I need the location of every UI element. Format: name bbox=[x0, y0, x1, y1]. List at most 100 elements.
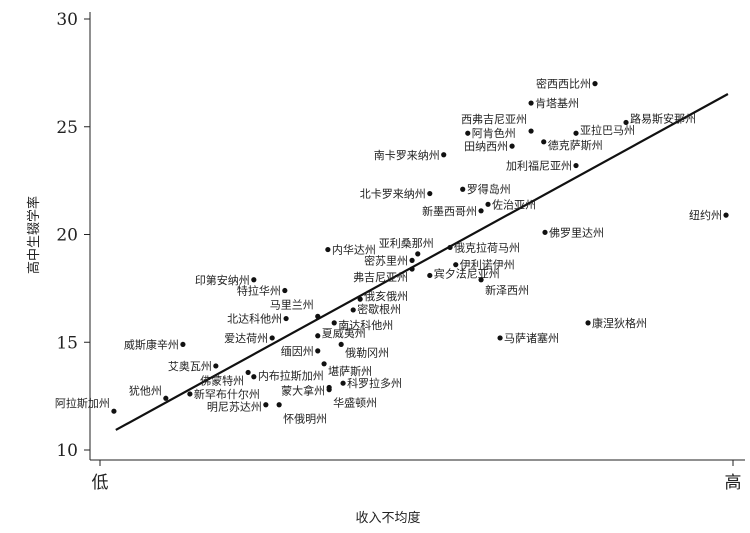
point-label: 明尼苏达州 bbox=[207, 401, 262, 414]
data-point bbox=[269, 335, 275, 341]
data-point bbox=[528, 100, 534, 106]
data-point bbox=[213, 363, 219, 369]
point-label: 特拉华州 bbox=[237, 284, 281, 298]
data-point bbox=[187, 391, 193, 397]
point-label: 肯塔基州 bbox=[535, 97, 579, 110]
data-point bbox=[338, 341, 344, 348]
point-label: 路易斯安那州 bbox=[630, 111, 696, 125]
data-point bbox=[723, 212, 729, 218]
data-point bbox=[350, 307, 356, 313]
point-label: 加利福尼亚州 bbox=[506, 159, 572, 173]
data-point bbox=[542, 229, 548, 235]
data-point bbox=[592, 81, 598, 87]
y-tick-label: 20 bbox=[56, 226, 78, 246]
data-point bbox=[357, 296, 363, 302]
point-label: 西弗吉尼亚州 bbox=[461, 112, 527, 126]
data-point bbox=[528, 128, 534, 134]
point-label: 新墨西哥州 bbox=[422, 204, 477, 218]
data-point bbox=[283, 315, 289, 322]
data-point bbox=[497, 335, 503, 341]
data-point bbox=[585, 320, 591, 326]
data-point bbox=[509, 143, 515, 149]
data-point bbox=[485, 201, 491, 207]
point-label: 密西西比州 bbox=[536, 77, 591, 91]
point-label: 爱达荷州 bbox=[224, 332, 268, 345]
point-label: 南达科他州 bbox=[338, 318, 393, 332]
point-label: 佐治亚州 bbox=[492, 197, 536, 211]
data-point bbox=[315, 333, 321, 339]
point-label: 蒙大拿州 bbox=[281, 384, 325, 398]
regression-line bbox=[115, 93, 729, 431]
data-point bbox=[163, 395, 169, 401]
data-point bbox=[276, 402, 282, 408]
point-label: 夏威夷州 bbox=[322, 327, 366, 340]
point-label: 艾奥瓦州 bbox=[168, 359, 212, 373]
point-label: 犹他州 bbox=[129, 384, 162, 397]
data-point bbox=[478, 208, 484, 214]
data-point bbox=[427, 272, 433, 279]
data-point bbox=[331, 320, 337, 326]
data-point bbox=[409, 257, 415, 263]
point-label: 德克萨斯州 bbox=[548, 138, 603, 152]
data-point bbox=[315, 313, 321, 319]
point-label: 罗得岛州 bbox=[467, 182, 511, 196]
point-label: 阿肯色州 bbox=[472, 126, 516, 140]
point-label: 新泽西州 bbox=[485, 283, 529, 297]
point-label: 北卡罗来纳州 bbox=[360, 188, 426, 201]
data-point bbox=[441, 152, 447, 158]
y-tick-label: 15 bbox=[56, 333, 78, 353]
point-label: 内布拉斯加州 bbox=[258, 369, 324, 383]
x-tick-low: 低 bbox=[92, 473, 109, 493]
data-point bbox=[326, 387, 332, 393]
point-label: 佛蒙特州 bbox=[200, 373, 244, 387]
point-label: 俄亥俄州 bbox=[364, 289, 408, 303]
y-tick-label: 25 bbox=[56, 118, 78, 138]
point-label: 伊利诺伊州 bbox=[460, 259, 515, 272]
data-point bbox=[460, 186, 466, 192]
data-point bbox=[263, 402, 269, 408]
point-label: 密歇根州 bbox=[357, 302, 401, 316]
data-point bbox=[415, 251, 421, 257]
point-label: 康涅狄格州 bbox=[592, 316, 647, 330]
data-point bbox=[541, 139, 547, 145]
point-label: 俄克拉荷马州 bbox=[454, 240, 520, 254]
point-label: 佛罗里达州 bbox=[549, 226, 604, 239]
point-label: 科罗拉多州 bbox=[347, 376, 402, 390]
y-axis-label: 高中生辍学率 bbox=[26, 196, 42, 274]
point-label: 新罕布什尔州 bbox=[194, 387, 260, 401]
point-label: 密苏里州 bbox=[364, 253, 408, 267]
data-point bbox=[427, 190, 433, 197]
data-point bbox=[573, 162, 579, 169]
data-point bbox=[321, 361, 327, 367]
point-label: 北达科他州 bbox=[227, 312, 282, 326]
point-label: 田纳西州 bbox=[464, 140, 508, 153]
data-point bbox=[315, 348, 321, 354]
point-label: 亚利桑那州 bbox=[379, 237, 434, 250]
data-point bbox=[180, 341, 186, 348]
data-point bbox=[447, 244, 453, 251]
point-label: 宾夕法尼亚州 bbox=[434, 266, 500, 280]
y-tick-label: 30 bbox=[56, 10, 78, 30]
x-axis-label: 收入不均度 bbox=[355, 510, 420, 526]
point-label: 堪萨斯州 bbox=[328, 365, 372, 378]
point-label: 阿拉斯加州 bbox=[55, 396, 110, 410]
data-point bbox=[245, 369, 251, 376]
point-label: 纽约州 bbox=[689, 208, 722, 222]
point-label: 威斯康辛州 bbox=[124, 337, 179, 351]
data-point bbox=[409, 266, 415, 272]
data-point bbox=[465, 130, 471, 136]
data-point bbox=[282, 287, 288, 294]
point-label: 马里兰州 bbox=[270, 298, 314, 311]
data-point bbox=[251, 374, 257, 380]
data-point bbox=[251, 277, 257, 283]
data-point bbox=[623, 119, 629, 126]
data-point bbox=[478, 277, 484, 283]
data-point bbox=[573, 130, 579, 136]
data-point bbox=[340, 380, 346, 386]
data-point bbox=[325, 246, 331, 253]
point-label: 印第安纳州 bbox=[195, 273, 250, 287]
data-point bbox=[111, 408, 117, 414]
point-label: 怀俄明州 bbox=[283, 413, 327, 426]
point-label: 南卡罗来纳州 bbox=[374, 149, 440, 162]
